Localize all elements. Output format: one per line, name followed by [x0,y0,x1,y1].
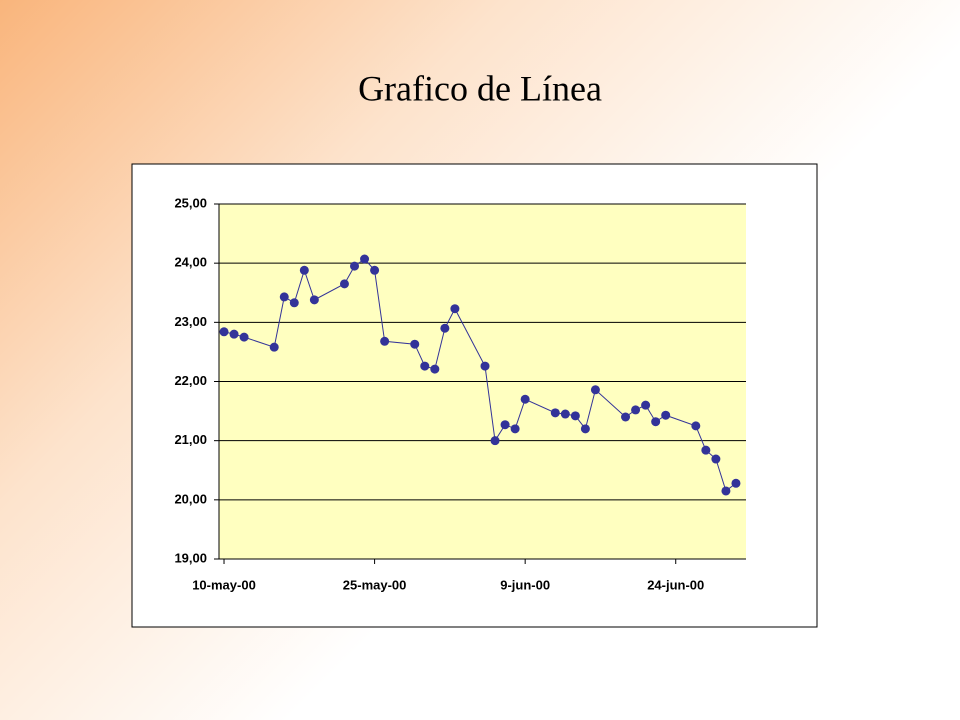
point [299,265,309,275]
y-tick-label: 19,00 [174,550,207,565]
point [480,361,490,371]
point [691,421,701,431]
x-tick-label: 9-jun-00 [500,577,550,592]
y-tick-label: 25,00 [174,195,207,210]
point [440,323,450,333]
point [580,424,590,434]
point [410,339,420,349]
point [701,445,711,455]
point [219,327,229,337]
y-tick-label: 24,00 [174,255,207,270]
point [621,412,631,422]
point [711,454,721,464]
x-tick-label: 24-jun-00 [647,577,704,592]
point [731,478,741,488]
point [350,261,360,271]
point [420,361,430,371]
point [631,405,641,415]
point [520,394,530,404]
chart-title: Grafico de Línea [358,68,602,108]
point [641,400,651,410]
point [339,279,349,289]
point [229,329,239,339]
point [560,409,570,419]
point [590,385,600,395]
point [510,424,520,434]
y-tick-label: 23,00 [174,314,207,329]
point [370,265,380,275]
y-tick-label: 20,00 [174,491,207,506]
point [500,420,510,430]
point [721,486,731,496]
y-tick-label: 22,00 [174,373,207,388]
point [661,410,671,420]
y-tick-label: 21,00 [174,432,207,447]
point [380,336,390,346]
point [309,295,319,305]
x-tick-label: 10-may-00 [192,577,256,592]
point [450,304,460,314]
point [289,298,299,308]
point [269,342,279,352]
point [430,364,440,374]
point [239,332,249,342]
point [651,417,661,427]
point [570,411,580,421]
point [360,254,370,264]
x-tick-label: 25-may-00 [343,577,407,592]
point [550,408,560,418]
point [490,436,500,446]
point [279,292,289,302]
